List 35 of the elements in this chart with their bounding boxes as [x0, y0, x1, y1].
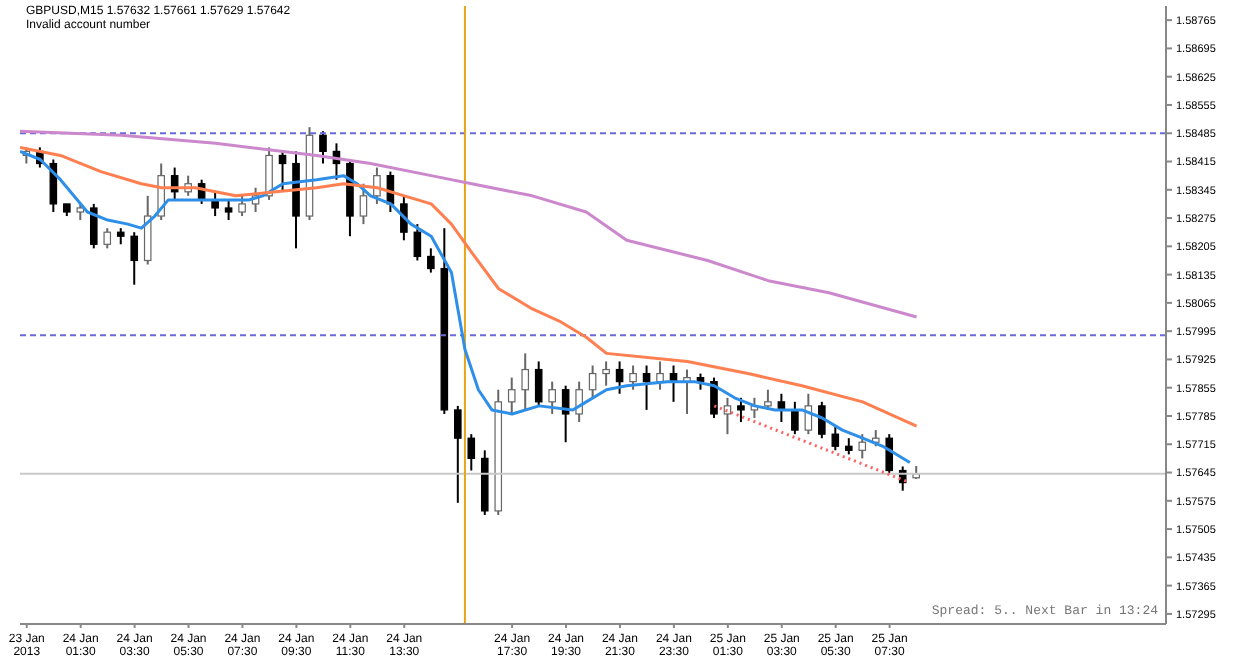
candlestick — [427, 247, 435, 274]
candlestick — [831, 425, 840, 452]
candlestick — [588, 364, 597, 399]
candlestick — [359, 182, 368, 226]
candlestick — [615, 360, 624, 395]
candlestick — [265, 146, 273, 201]
candlestick — [278, 150, 287, 193]
candlestick — [737, 396, 745, 424]
candlestick — [89, 202, 98, 250]
candlestick — [413, 223, 422, 262]
candlestick — [521, 352, 530, 411]
candlestick — [238, 194, 246, 218]
candlestick — [130, 231, 139, 286]
candlestick — [642, 364, 651, 411]
candlestick — [507, 376, 516, 415]
candlestick — [400, 194, 408, 242]
candlestick — [467, 433, 476, 472]
candlestick — [548, 380, 556, 415]
line-series — [20, 129, 919, 319]
candlestick — [656, 360, 664, 391]
candlestick — [319, 130, 327, 165]
candlestick — [710, 376, 718, 419]
candlestick — [723, 396, 732, 436]
candlestick — [211, 190, 219, 218]
candlestick — [561, 384, 570, 444]
candlestick — [224, 198, 233, 222]
candlestick — [143, 194, 152, 266]
candlestick — [818, 400, 826, 440]
candlestick — [629, 364, 637, 391]
candlestick — [791, 400, 799, 436]
candlestick — [858, 433, 867, 460]
candlestick — [602, 360, 610, 387]
candlestick — [454, 404, 462, 504]
candlestick — [534, 360, 543, 407]
candlestick — [103, 227, 112, 250]
